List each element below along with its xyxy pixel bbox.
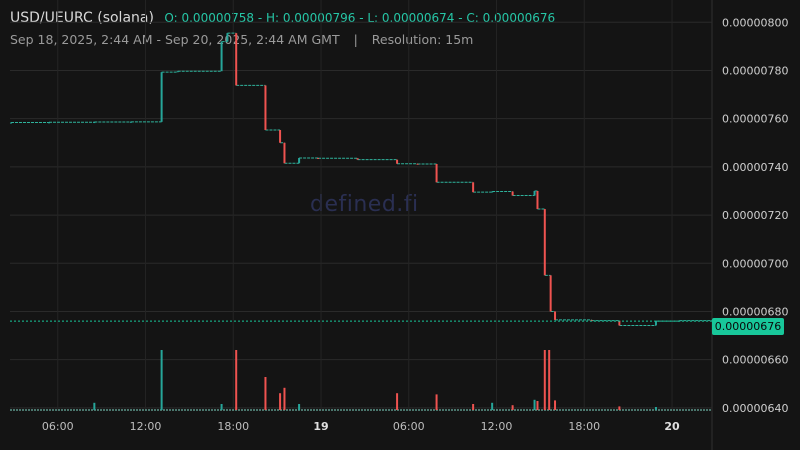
candle-body xyxy=(554,311,557,320)
x-tick-label: 18:00 xyxy=(568,420,600,433)
y-tick-label: 0.00000740 xyxy=(722,161,788,174)
volume-bar xyxy=(543,350,546,410)
candle-body xyxy=(549,275,552,312)
volume-bar xyxy=(654,407,657,410)
candle-body xyxy=(511,191,514,196)
volume-bar xyxy=(396,393,399,410)
last-price-badge: 0.00000676 xyxy=(712,318,784,335)
y-tick-label: 0.00000700 xyxy=(722,257,788,270)
candle-body xyxy=(235,33,238,86)
x-tick-label: 12:00 xyxy=(481,420,513,433)
candle-body xyxy=(491,191,494,193)
candle-body xyxy=(472,182,475,193)
volume-bar xyxy=(283,387,286,410)
volume-bar xyxy=(491,402,494,410)
x-tick-label: 06:00 xyxy=(42,420,74,433)
volume-bar xyxy=(536,401,539,410)
volume-bar xyxy=(298,404,301,410)
meta-separator: | xyxy=(353,32,358,47)
y-tick-label: 0.00000720 xyxy=(722,209,788,222)
candle-body xyxy=(317,157,320,159)
y-tick-label: 0.00000680 xyxy=(722,305,788,318)
candle-body xyxy=(9,122,12,124)
y-tick-label: 0.00000780 xyxy=(722,64,788,77)
candle-body xyxy=(93,122,96,124)
candle-body xyxy=(543,209,546,276)
x-tick-label: 18:00 xyxy=(217,420,249,433)
candle-body xyxy=(356,158,359,160)
chart-meta: Sep 18, 2025, 2:44 AM - Sep 20, 2025, 2:… xyxy=(10,32,555,47)
candle-body xyxy=(226,33,229,42)
ohlc-readout: O: 0.00000758 - H: 0.00000796 - L: 0.000… xyxy=(164,11,556,25)
volume-bar xyxy=(618,406,621,410)
candle-body xyxy=(533,190,536,196)
candle-body xyxy=(264,85,267,131)
volume-bar xyxy=(93,402,96,410)
volume-bar xyxy=(160,350,163,410)
candle-body xyxy=(416,163,419,165)
watermark: defined.fi xyxy=(310,192,419,217)
candle-body xyxy=(279,130,282,143)
candle-body xyxy=(176,71,179,73)
volume-bar xyxy=(511,405,514,410)
candle-body xyxy=(298,157,301,164)
volume-bar xyxy=(533,399,536,410)
candle-body xyxy=(618,320,621,326)
resolution-label[interactable]: Resolution: 15m xyxy=(371,32,474,47)
candle-body xyxy=(536,190,539,210)
x-tick-label: 06:00 xyxy=(393,420,425,433)
volume-bar xyxy=(235,350,238,410)
candle-body xyxy=(160,72,163,122)
x-tick-label: 20 xyxy=(664,420,680,433)
volume-bar xyxy=(548,350,551,410)
volume-bar xyxy=(554,400,557,410)
x-tick-label: 12:00 xyxy=(130,420,162,433)
y-tick-label: 0.00000640 xyxy=(722,402,788,415)
volume-bar xyxy=(435,394,438,410)
y-tick-label: 0.00000660 xyxy=(722,354,788,367)
candle-body xyxy=(129,121,132,123)
candle-body xyxy=(654,321,657,326)
volume-bar xyxy=(279,393,282,410)
y-tick-label: 0.00000760 xyxy=(722,113,788,126)
volume-bar xyxy=(472,404,475,410)
time-range: Sep 18, 2025, 2:44 AM - Sep 20, 2025, 2:… xyxy=(10,32,340,47)
y-tick-label: 0.00000800 xyxy=(722,16,788,29)
candle-body xyxy=(48,122,51,124)
candle-body xyxy=(220,41,223,72)
candle-body xyxy=(435,163,438,183)
volume-bar xyxy=(220,404,223,410)
candle-body xyxy=(396,159,399,164)
candle-body xyxy=(283,142,286,164)
x-tick-label: 19 xyxy=(313,420,328,433)
volume-bar xyxy=(264,377,267,410)
candle-body xyxy=(590,319,593,321)
